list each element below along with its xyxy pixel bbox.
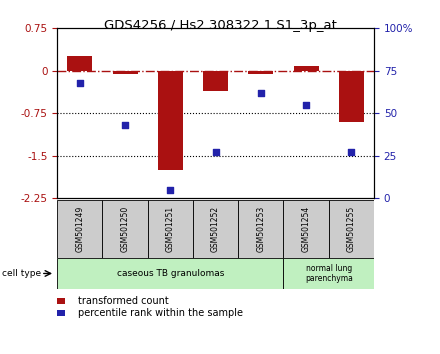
Point [257, 90, 264, 96]
Bar [329, 200, 374, 258]
Text: GSM501255: GSM501255 [347, 206, 356, 252]
Bar [57, 200, 103, 258]
Bar [67, 56, 92, 71]
Text: transformed count: transformed count [78, 296, 169, 306]
Bar [57, 258, 283, 289]
Bar [249, 71, 273, 74]
Text: normal lung
parenchyma: normal lung parenchyma [305, 264, 353, 283]
Bar [57, 298, 65, 304]
Text: GSM501249: GSM501249 [75, 206, 84, 252]
Point [121, 122, 128, 128]
Bar [57, 310, 65, 316]
Point [303, 102, 310, 108]
Bar [339, 71, 364, 122]
Text: GSM501253: GSM501253 [257, 206, 265, 252]
Text: GSM501251: GSM501251 [166, 206, 175, 252]
Bar [283, 200, 329, 258]
Text: percentile rank within the sample: percentile rank within the sample [78, 308, 243, 318]
Bar [283, 258, 374, 289]
Bar [103, 200, 148, 258]
Point [348, 149, 355, 155]
Point [212, 149, 219, 155]
Bar [203, 71, 228, 91]
Bar [158, 71, 183, 170]
Bar [193, 200, 238, 258]
Bar [113, 71, 138, 74]
Point [167, 187, 174, 193]
Text: caseous TB granulomas: caseous TB granulomas [117, 269, 224, 278]
Text: GDS4256 / Hs2.308322.1.S1_3p_at: GDS4256 / Hs2.308322.1.S1_3p_at [103, 19, 337, 33]
Text: cell type: cell type [2, 269, 41, 278]
Bar [148, 200, 193, 258]
Point [76, 80, 83, 86]
Text: GSM501250: GSM501250 [121, 206, 130, 252]
Text: GSM501254: GSM501254 [301, 206, 311, 252]
Bar [293, 66, 319, 71]
Bar [238, 200, 283, 258]
Text: GSM501252: GSM501252 [211, 206, 220, 252]
